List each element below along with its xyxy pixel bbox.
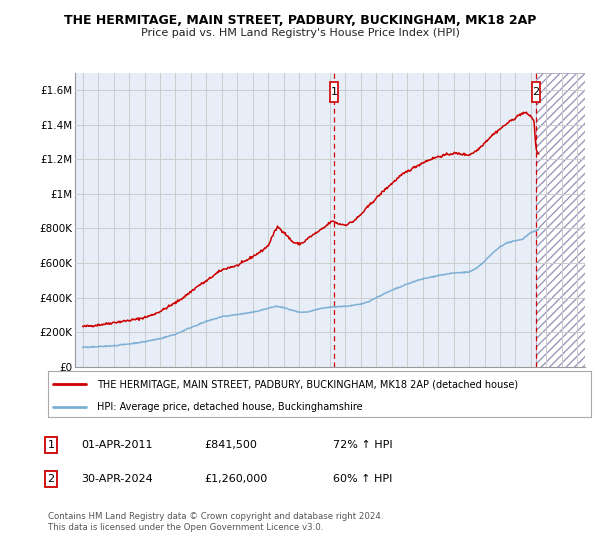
Text: £1,260,000: £1,260,000 [204, 474, 267, 484]
Text: THE HERMITAGE, MAIN STREET, PADBURY, BUCKINGHAM, MK18 2AP (detached house): THE HERMITAGE, MAIN STREET, PADBURY, BUC… [97, 379, 518, 389]
Bar [536, 73, 585, 367]
Text: 60% ↑ HPI: 60% ↑ HPI [333, 474, 392, 484]
Text: 72% ↑ HPI: 72% ↑ HPI [333, 440, 392, 450]
Text: 1: 1 [331, 87, 337, 97]
Text: £841,500: £841,500 [204, 440, 257, 450]
Text: 30-APR-2024: 30-APR-2024 [81, 474, 153, 484]
Text: 01-APR-2011: 01-APR-2011 [81, 440, 152, 450]
Text: Contains HM Land Registry data © Crown copyright and database right 2024.
This d: Contains HM Land Registry data © Crown c… [48, 512, 383, 532]
Text: 1: 1 [47, 440, 55, 450]
Text: THE HERMITAGE, MAIN STREET, PADBURY, BUCKINGHAM, MK18 2AP: THE HERMITAGE, MAIN STREET, PADBURY, BUC… [64, 14, 536, 27]
Bar [75, 73, 536, 367]
Text: HPI: Average price, detached house, Buckinghamshire: HPI: Average price, detached house, Buck… [97, 402, 362, 412]
Text: 2: 2 [47, 474, 55, 484]
FancyBboxPatch shape [330, 82, 338, 102]
Text: Price paid vs. HM Land Registry's House Price Index (HPI): Price paid vs. HM Land Registry's House … [140, 28, 460, 38]
Bar [536, 73, 585, 367]
FancyBboxPatch shape [532, 82, 540, 102]
Text: 2: 2 [532, 87, 539, 97]
